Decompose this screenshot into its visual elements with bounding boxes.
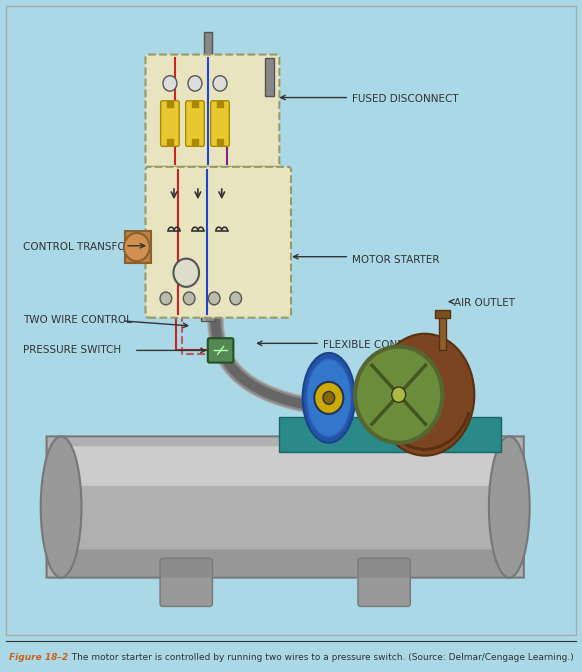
Text: CONTROL TRANSFORMER: CONTROL TRANSFORMER <box>23 242 155 252</box>
Bar <box>204 32 212 96</box>
Text: FUSED DISCONNECT: FUSED DISCONNECT <box>352 95 459 104</box>
Bar <box>439 314 446 349</box>
Ellipse shape <box>489 436 530 578</box>
FancyBboxPatch shape <box>161 101 179 146</box>
FancyBboxPatch shape <box>211 101 229 146</box>
Ellipse shape <box>375 334 474 456</box>
Text: FLEXIBLE CONDUIT: FLEXIBLE CONDUIT <box>323 340 422 350</box>
FancyBboxPatch shape <box>358 558 410 606</box>
FancyBboxPatch shape <box>160 558 212 606</box>
Circle shape <box>160 292 172 305</box>
FancyBboxPatch shape <box>146 54 279 167</box>
Circle shape <box>208 292 220 305</box>
Bar <box>265 58 274 96</box>
Text: Figure 18–2: Figure 18–2 <box>9 653 68 662</box>
Bar <box>203 96 206 321</box>
Text: TWO WIRE CONTROL: TWO WIRE CONTROL <box>23 314 132 325</box>
Text: MOTOR STARTER: MOTOR STARTER <box>352 255 439 265</box>
Circle shape <box>213 76 227 91</box>
Circle shape <box>355 347 442 443</box>
FancyBboxPatch shape <box>186 101 204 146</box>
Ellipse shape <box>41 436 81 578</box>
Circle shape <box>124 233 150 261</box>
Bar <box>435 310 450 318</box>
Circle shape <box>392 387 406 403</box>
FancyBboxPatch shape <box>47 436 524 578</box>
Bar <box>125 231 151 263</box>
Circle shape <box>323 392 335 405</box>
Circle shape <box>183 292 195 305</box>
FancyBboxPatch shape <box>146 167 291 318</box>
FancyBboxPatch shape <box>208 338 233 363</box>
Text: AIR OUTLET: AIR OUTLET <box>454 298 515 308</box>
Ellipse shape <box>307 360 350 436</box>
Text: PRESSURE SWITCH: PRESSURE SWITCH <box>23 345 122 355</box>
Circle shape <box>230 292 242 305</box>
FancyBboxPatch shape <box>64 446 506 486</box>
Bar <box>279 417 501 452</box>
Bar <box>201 96 215 321</box>
FancyBboxPatch shape <box>58 549 512 578</box>
Circle shape <box>188 76 202 91</box>
Circle shape <box>314 382 343 414</box>
Text: The motor starter is controlled by running two wires to a pressure switch. (Sour: The motor starter is controlled by runni… <box>66 653 574 662</box>
Circle shape <box>173 259 199 287</box>
Ellipse shape <box>303 353 355 443</box>
Circle shape <box>163 76 177 91</box>
